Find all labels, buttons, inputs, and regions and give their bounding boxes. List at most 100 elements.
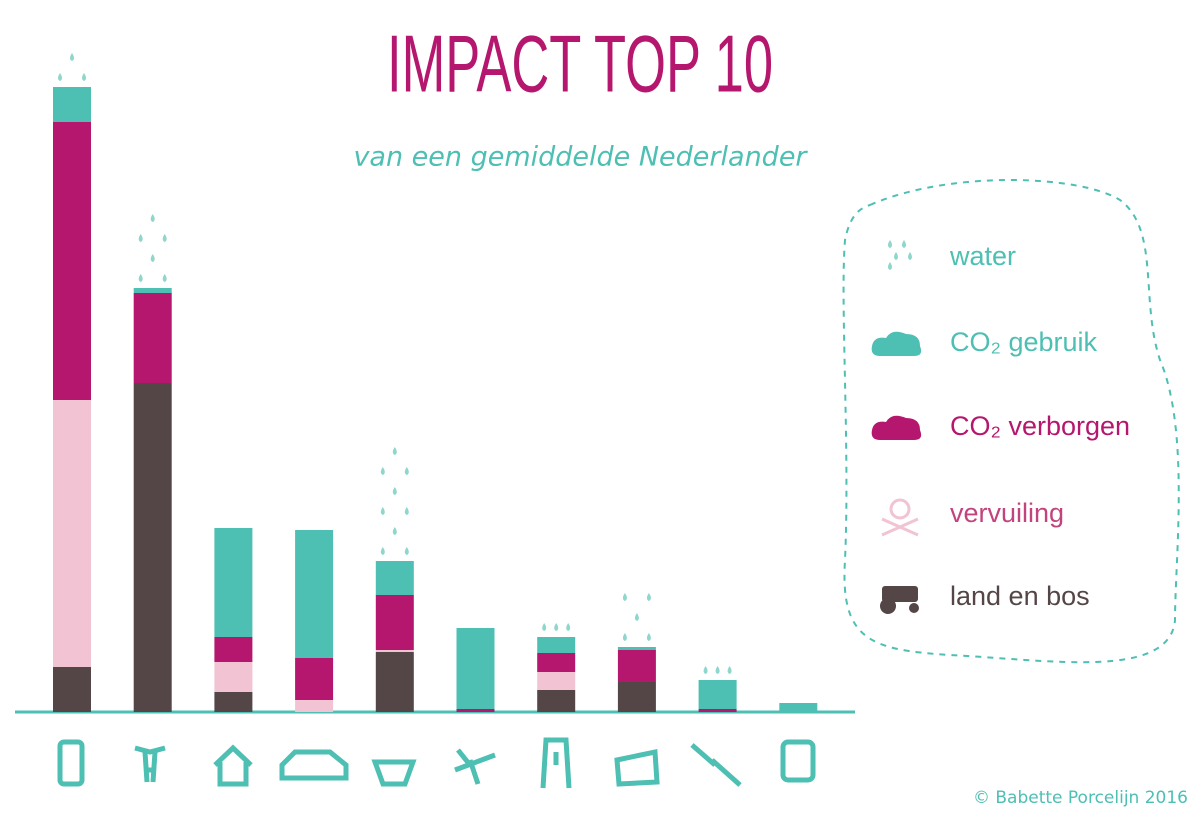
bar-segment bbox=[133, 383, 172, 712]
bar-segment bbox=[375, 595, 414, 650]
wheel bbox=[909, 603, 919, 613]
bar-segment bbox=[375, 652, 414, 712]
bar-segment bbox=[617, 682, 656, 712]
bar-segment bbox=[53, 400, 91, 667]
drop bbox=[380, 507, 385, 515]
bar-segment bbox=[456, 709, 495, 712]
water-drops bbox=[380, 447, 409, 555]
cloud bbox=[871, 331, 922, 356]
bar-segment bbox=[375, 650, 414, 652]
drop bbox=[634, 613, 639, 621]
cloud bbox=[871, 415, 922, 440]
bar-segment bbox=[456, 628, 495, 709]
drop bbox=[380, 467, 385, 475]
legend-label: water bbox=[949, 241, 1016, 271]
drop bbox=[894, 252, 898, 260]
drop bbox=[715, 666, 720, 674]
legend-border bbox=[842, 179, 1180, 664]
drop bbox=[162, 274, 167, 282]
legend-icon bbox=[871, 331, 922, 356]
drop bbox=[404, 547, 409, 555]
chart-title: IMPACT TOP 10 bbox=[387, 19, 773, 109]
drop bbox=[392, 527, 397, 535]
icon-phone bbox=[57, 739, 85, 787]
drop bbox=[82, 73, 86, 81]
drop bbox=[542, 623, 547, 631]
drop bbox=[392, 447, 397, 455]
credit: © Babette Porcelijn 2016 bbox=[973, 788, 1188, 808]
bar-segment bbox=[214, 662, 253, 692]
icon-cheese bbox=[614, 748, 660, 787]
legend-icon bbox=[880, 586, 919, 614]
drop bbox=[646, 633, 651, 641]
drop bbox=[404, 467, 409, 475]
drop bbox=[902, 240, 906, 248]
drop bbox=[58, 73, 62, 81]
legend-label: CO₂ gebruik bbox=[950, 327, 1098, 357]
drop bbox=[646, 593, 651, 601]
icon-car bbox=[279, 749, 349, 781]
drop bbox=[150, 254, 155, 262]
icon-train bbox=[780, 739, 816, 783]
water-drops bbox=[542, 623, 571, 631]
bar-segment bbox=[295, 530, 334, 658]
bar-segment bbox=[537, 637, 576, 653]
drop bbox=[70, 53, 74, 61]
bar-segment bbox=[214, 692, 253, 712]
water-drops bbox=[703, 666, 732, 674]
drop bbox=[727, 666, 732, 674]
bar-segment bbox=[53, 87, 91, 122]
icon-jeans bbox=[540, 737, 572, 789]
drop bbox=[138, 234, 143, 242]
icon-plane bbox=[454, 748, 496, 785]
category-icons bbox=[57, 737, 816, 789]
legend-icon bbox=[871, 415, 922, 440]
bones bbox=[881, 517, 919, 537]
bar-segment bbox=[537, 690, 576, 712]
drop bbox=[138, 274, 143, 282]
legend-icon bbox=[881, 498, 919, 537]
drop bbox=[554, 623, 559, 631]
bar-segment bbox=[537, 672, 576, 690]
bar-segment bbox=[375, 561, 414, 595]
drop bbox=[888, 240, 892, 248]
chart-subtitle: van een gemiddelde Nederlander bbox=[353, 142, 808, 173]
drop bbox=[622, 633, 627, 641]
icon-house bbox=[213, 744, 253, 787]
water-drops bbox=[622, 593, 651, 641]
bar-segment bbox=[133, 288, 172, 293]
bar-segment bbox=[537, 653, 576, 672]
bar-segment bbox=[698, 709, 737, 712]
drop bbox=[703, 666, 708, 674]
bar-segment bbox=[617, 650, 656, 682]
bar-segment bbox=[53, 667, 91, 712]
bar-segment bbox=[214, 637, 253, 662]
skull bbox=[889, 498, 911, 520]
tractor bbox=[882, 586, 918, 602]
drop bbox=[392, 487, 397, 495]
drop bbox=[566, 623, 571, 631]
legend-label: vervuiling bbox=[950, 498, 1064, 528]
water-drops bbox=[138, 214, 167, 282]
bar-segment bbox=[617, 647, 656, 650]
legend-label: CO₂ verborgen bbox=[950, 411, 1130, 441]
icon-shower bbox=[690, 743, 742, 787]
bar-segment bbox=[779, 703, 818, 712]
icon-bowl bbox=[371, 759, 417, 787]
drop bbox=[888, 262, 892, 270]
bar-segment bbox=[295, 700, 334, 712]
bar-segment bbox=[53, 122, 91, 400]
drop bbox=[150, 214, 155, 222]
drop bbox=[380, 547, 385, 555]
legend-icon bbox=[888, 240, 912, 270]
drop bbox=[622, 593, 627, 601]
bar-segment bbox=[214, 528, 253, 637]
drop bbox=[908, 252, 912, 260]
drop bbox=[162, 234, 167, 242]
water-drops bbox=[58, 53, 86, 81]
bar-segment bbox=[295, 658, 334, 700]
bar-segment bbox=[133, 293, 172, 383]
wheel bbox=[880, 598, 896, 614]
legend-label: land en bos bbox=[950, 581, 1090, 611]
